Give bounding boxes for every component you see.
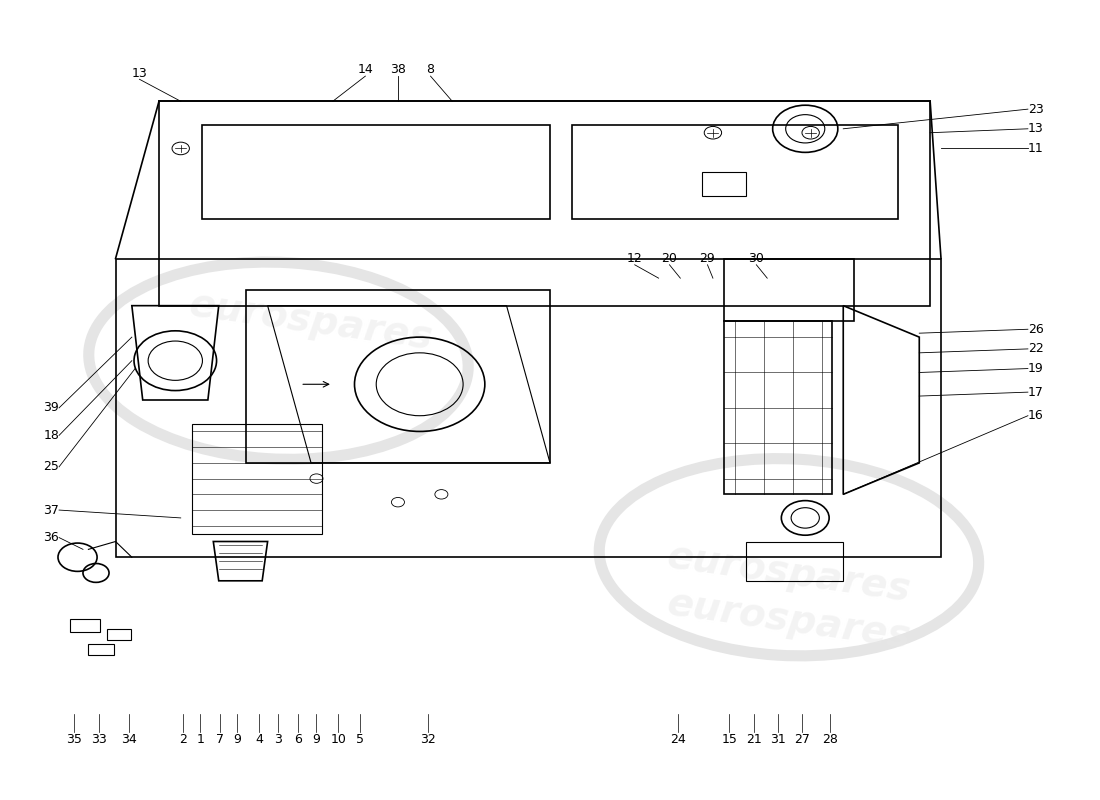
Text: 28: 28 bbox=[823, 733, 838, 746]
Text: 27: 27 bbox=[794, 733, 810, 746]
Text: 39: 39 bbox=[43, 402, 59, 414]
Bar bbox=[724, 322, 833, 494]
Text: 29: 29 bbox=[700, 252, 715, 265]
Text: 8: 8 bbox=[427, 63, 434, 76]
Text: 33: 33 bbox=[91, 733, 107, 746]
Text: 6: 6 bbox=[294, 733, 302, 746]
Text: 7: 7 bbox=[216, 733, 223, 746]
Text: 16: 16 bbox=[1027, 410, 1044, 422]
Text: 1: 1 bbox=[196, 733, 205, 746]
Text: 2: 2 bbox=[179, 733, 187, 746]
Text: 38: 38 bbox=[390, 63, 406, 76]
Bar bbox=[246, 290, 550, 463]
Text: 34: 34 bbox=[121, 733, 136, 746]
Text: 23: 23 bbox=[1027, 102, 1044, 116]
Text: 36: 36 bbox=[43, 531, 59, 544]
Text: 20: 20 bbox=[661, 252, 678, 265]
Bar bbox=[70, 619, 100, 632]
Text: 19: 19 bbox=[1027, 362, 1044, 375]
Text: 35: 35 bbox=[66, 733, 82, 746]
Text: 9: 9 bbox=[312, 733, 320, 746]
Bar bbox=[88, 645, 114, 655]
Text: 18: 18 bbox=[43, 429, 59, 442]
Text: eurospares: eurospares bbox=[664, 537, 913, 609]
Bar bbox=[724, 258, 854, 322]
Bar bbox=[202, 125, 550, 219]
Text: eurospares: eurospares bbox=[187, 286, 436, 358]
Text: 12: 12 bbox=[627, 252, 642, 265]
Text: 13: 13 bbox=[132, 67, 147, 80]
Text: 37: 37 bbox=[43, 503, 59, 517]
Bar bbox=[702, 172, 746, 196]
Bar bbox=[746, 542, 844, 581]
Text: 25: 25 bbox=[43, 460, 59, 474]
Bar bbox=[572, 125, 898, 219]
Text: 4: 4 bbox=[255, 733, 263, 746]
Text: 3: 3 bbox=[275, 733, 283, 746]
Text: 14: 14 bbox=[358, 63, 373, 76]
Text: eurospares: eurospares bbox=[664, 584, 913, 656]
Text: 26: 26 bbox=[1027, 322, 1044, 336]
Bar bbox=[191, 423, 322, 534]
Text: 32: 32 bbox=[420, 733, 437, 746]
Text: 17: 17 bbox=[1027, 386, 1044, 398]
Text: 21: 21 bbox=[746, 733, 762, 746]
Bar bbox=[107, 629, 131, 640]
Text: 15: 15 bbox=[722, 733, 737, 746]
Text: 13: 13 bbox=[1027, 122, 1044, 135]
Text: 10: 10 bbox=[330, 733, 346, 746]
Text: 5: 5 bbox=[356, 733, 364, 746]
Text: 24: 24 bbox=[670, 733, 686, 746]
Text: 11: 11 bbox=[1027, 142, 1044, 155]
Text: 22: 22 bbox=[1027, 342, 1044, 355]
Text: 9: 9 bbox=[233, 733, 241, 746]
Text: 30: 30 bbox=[748, 252, 764, 265]
Text: 31: 31 bbox=[770, 733, 786, 746]
